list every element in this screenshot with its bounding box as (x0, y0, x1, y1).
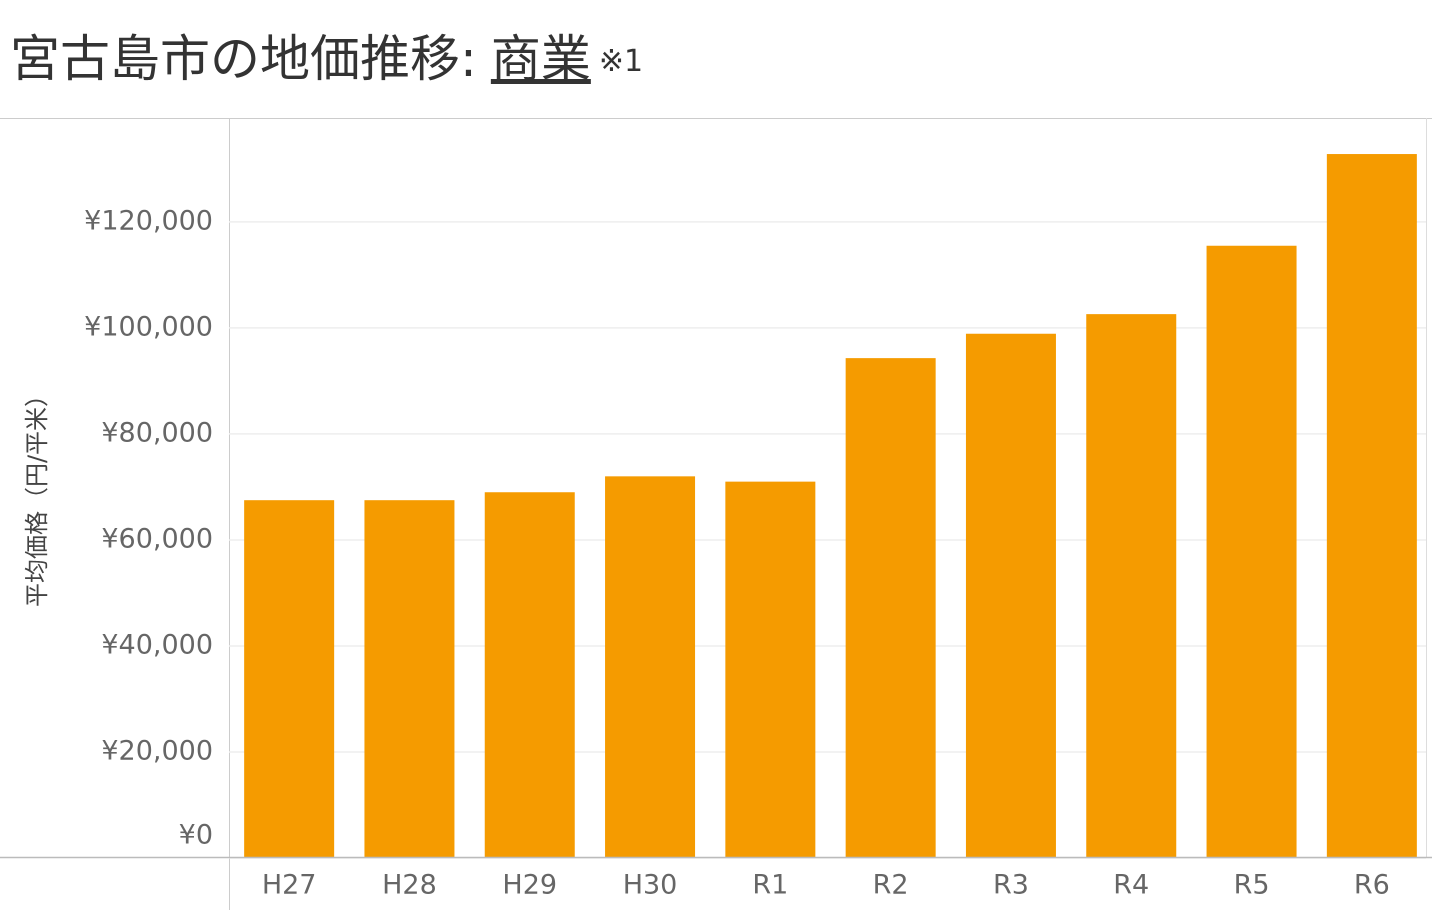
x-tick-label: H27 (262, 870, 317, 901)
x-tick-label: H30 (623, 870, 678, 901)
y-tick-label: ¥20,000 (101, 735, 213, 766)
y-tick-label: ¥60,000 (101, 523, 213, 554)
y-tick-label: ¥80,000 (101, 417, 213, 448)
bar (725, 481, 816, 858)
y-tick-label: ¥0 (179, 820, 213, 851)
x-tick-label: R6 (1354, 870, 1390, 901)
title-link[interactable]: 商業 (491, 30, 591, 88)
y-tick-label: ¥40,000 (101, 629, 213, 660)
x-tick-label: R4 (1113, 870, 1149, 901)
x-tick-label: H29 (502, 870, 557, 901)
bar (244, 500, 335, 858)
bar (845, 358, 936, 858)
bar (965, 333, 1056, 858)
bar (1326, 154, 1417, 859)
title-note: ※1 (599, 44, 643, 79)
y-axis-label: 平均価格（円/平米） (23, 383, 51, 607)
x-tick-label: R3 (993, 870, 1029, 901)
bar (1206, 245, 1297, 858)
x-tick-label: R2 (873, 870, 909, 901)
chart-title: 宮古島市の地価推移: 商業 ※1 (10, 30, 643, 88)
bar (1086, 314, 1177, 858)
x-tick-label: R5 (1234, 870, 1270, 901)
bar (364, 500, 455, 858)
y-tick-label: ¥100,000 (84, 311, 213, 342)
bar (484, 492, 575, 858)
title-main: 宮古島市の地価推移: (10, 30, 477, 88)
x-tick-label: H28 (382, 870, 437, 901)
bar (605, 476, 696, 858)
x-tick-label: R1 (752, 870, 788, 901)
y-tick-label: ¥120,000 (84, 205, 213, 236)
